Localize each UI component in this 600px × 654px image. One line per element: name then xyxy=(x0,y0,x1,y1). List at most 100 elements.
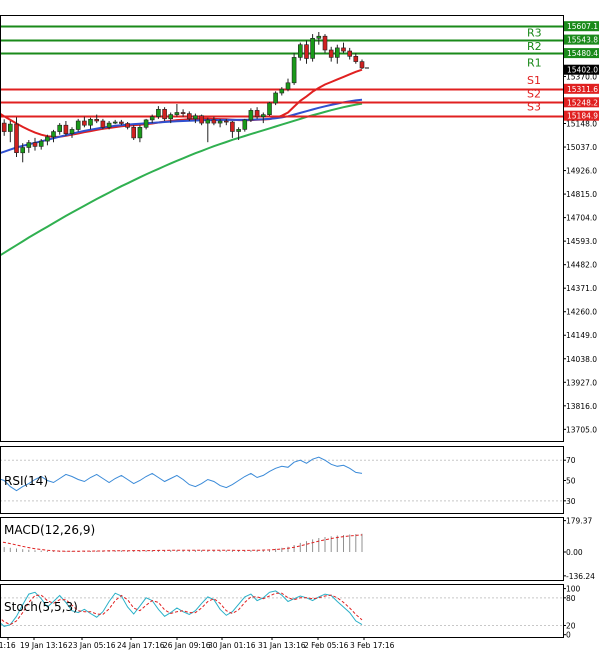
time-tick-label: 19 Jan 13:16 xyxy=(20,641,68,650)
time-tick-label: 31 Jan 13:16 xyxy=(258,641,306,650)
macd-tick-label: 179.37 xyxy=(566,517,592,526)
level-label-r1: R1 xyxy=(527,57,542,70)
candle-body xyxy=(297,44,303,58)
rsi-line xyxy=(0,456,363,492)
candle-body xyxy=(156,109,161,118)
panel-border-rsi xyxy=(0,446,564,514)
price-tick-label: 14371.0 xyxy=(566,284,597,293)
candle-body xyxy=(205,119,211,124)
price-tick-label: 13705.0 xyxy=(566,425,597,434)
price-tick-label: 14926.0 xyxy=(566,167,597,176)
price-tick-label: 13816.0 xyxy=(566,402,597,411)
candle-body xyxy=(285,82,291,90)
candle-body xyxy=(32,142,38,147)
level-label-s3: S3 xyxy=(527,101,541,114)
rsi-tick-label: 70 xyxy=(566,456,576,465)
candle-body xyxy=(94,119,99,122)
time-tick-label: 3 Feb 17:16 xyxy=(350,641,395,650)
candle-body xyxy=(328,49,334,58)
candle-body xyxy=(199,115,204,124)
panel-border-macd xyxy=(0,517,564,581)
candle-body xyxy=(291,57,297,84)
candlesticks xyxy=(0,32,369,163)
candle-body xyxy=(230,121,235,132)
stoch-tick-label: 0 xyxy=(566,631,571,640)
price-label-box xyxy=(564,64,599,75)
macd-tick-label: -136.24 xyxy=(566,572,595,581)
candle-body xyxy=(14,123,19,153)
price-tick-label: 13927.0 xyxy=(566,378,597,387)
chart-frame xyxy=(0,15,564,638)
candle-body xyxy=(100,120,106,128)
price-label: 15607.1 xyxy=(567,22,598,31)
price-label-box xyxy=(564,34,599,45)
candle-body xyxy=(106,122,112,128)
candle-body xyxy=(353,55,359,62)
price-label-box xyxy=(564,110,599,121)
price-label: 15311.6 xyxy=(567,85,598,94)
candle-body xyxy=(334,47,340,58)
candle-body xyxy=(112,121,118,124)
panel-border-sto xyxy=(0,584,564,638)
rsi-tick-label: 50 xyxy=(566,477,576,486)
candle-body xyxy=(217,120,223,124)
stoch-tick-label: 80 xyxy=(566,594,576,603)
price-label-box xyxy=(564,83,599,94)
panel-border-main xyxy=(0,15,564,442)
ma-line-2 xyxy=(0,98,363,155)
candle-body xyxy=(267,102,272,115)
price-tick-label: 15370.0 xyxy=(566,73,597,82)
price-label: 15248.2 xyxy=(567,98,598,107)
price-label-box xyxy=(564,21,599,32)
level-label-s1: S1 xyxy=(527,74,541,87)
candle-body xyxy=(248,110,254,121)
moving-averages xyxy=(0,68,363,257)
price-tick-label: 14038.0 xyxy=(566,355,597,364)
candle-body xyxy=(304,44,309,59)
rsi-label: RSI(14) xyxy=(4,474,48,488)
price-tick-label: 14482.0 xyxy=(566,261,597,270)
time-tick-label: 2 Feb 05:16 xyxy=(304,641,349,650)
candle-body xyxy=(26,142,32,148)
candle-body xyxy=(236,129,241,132)
candle-body xyxy=(359,61,365,69)
candle-body xyxy=(187,113,192,120)
candle-body xyxy=(180,112,186,114)
candle-body xyxy=(162,109,167,120)
price-tick-label: 15148.0 xyxy=(566,120,597,129)
candle-body xyxy=(82,120,87,126)
price-label: 15480.4 xyxy=(567,49,598,58)
candle-body xyxy=(322,35,328,51)
candle-body xyxy=(310,37,315,59)
rsi-panel: 70 50 30 RSI(14) xyxy=(0,456,576,506)
candle-body xyxy=(254,110,260,118)
candle-body xyxy=(75,120,81,130)
macd-panel: 179.37 0.00 -136.24 MACD(12,26,9) xyxy=(0,517,595,581)
rsi-tick-label: 30 xyxy=(566,497,576,506)
macd-tick-label: 0.00 xyxy=(566,548,583,557)
price-axis: 15370.0 15148.0 15037.0 14926.0 14815.0 14704… xyxy=(563,21,599,434)
candle-body xyxy=(149,116,155,121)
candle-body xyxy=(57,124,63,132)
candle-body xyxy=(279,88,285,94)
price-label: 15402.0 xyxy=(567,66,598,75)
level-label-r2: R2 xyxy=(527,40,542,53)
time-tick-label: 30 Jan 01:16 xyxy=(208,641,256,650)
level-label-s2: S2 xyxy=(527,87,541,100)
candle-body xyxy=(1,122,7,132)
candle-body xyxy=(63,124,69,134)
candle-body xyxy=(224,120,229,123)
stoch-tick-label: 20 xyxy=(566,622,576,631)
price-tick-label: 14593.0 xyxy=(566,237,597,246)
stoch-label: Stoch(5,5,3) xyxy=(4,600,78,614)
candle-body xyxy=(51,131,56,138)
candle-body xyxy=(316,35,322,39)
candle-body xyxy=(119,121,124,124)
time-tick-label: 21:16 xyxy=(0,641,16,650)
candle-body xyxy=(125,123,130,128)
candle-body xyxy=(242,119,248,130)
